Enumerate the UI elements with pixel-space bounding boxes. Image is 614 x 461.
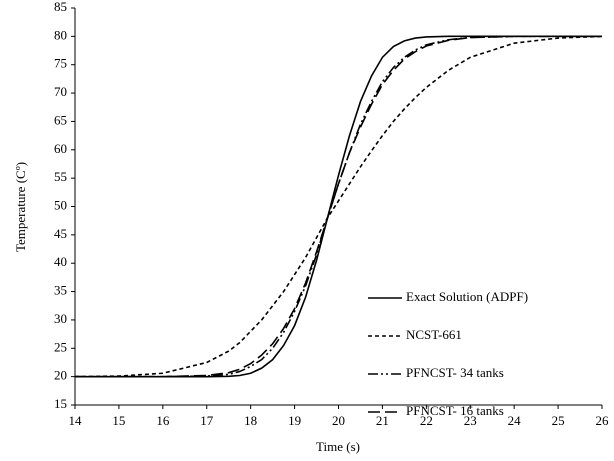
x-tick-label: 16	[156, 413, 170, 428]
legend-label: PFNCST- 34 tanks	[406, 365, 504, 380]
x-tick-label: 14	[69, 413, 83, 428]
series-line	[75, 35, 602, 378]
y-tick-label: 15	[54, 396, 67, 411]
y-tick-label: 60	[54, 141, 67, 156]
x-tick-label: 18	[244, 413, 257, 428]
legend-label: PFNCST- 16 tanks	[406, 403, 504, 418]
x-tick-label: 20	[332, 413, 345, 428]
y-tick-label: 20	[54, 368, 67, 383]
y-tick-label: 75	[54, 56, 67, 71]
x-tick-label: 17	[200, 413, 214, 428]
y-tick-label: 85	[54, 0, 67, 14]
y-tick-label: 80	[54, 27, 67, 42]
series-line	[74, 35, 603, 378]
x-tick-label: 21	[376, 413, 389, 428]
y-tick-label: 30	[54, 311, 67, 326]
x-tick-label: 19	[288, 413, 301, 428]
x-tick-label: 25	[552, 413, 565, 428]
x-tick-label: 23	[464, 413, 477, 428]
y-tick-label: 25	[54, 339, 67, 354]
x-axis-label: Time (s)	[316, 439, 360, 454]
series-line	[75, 35, 602, 378]
series-line	[75, 35, 602, 378]
x-tick-label: 22	[420, 413, 433, 428]
y-tick-label: 70	[54, 84, 67, 99]
legend-label: Exact Solution (ADPF)	[406, 289, 528, 304]
y-tick-label: 45	[54, 226, 67, 241]
y-tick-label: 50	[54, 197, 67, 212]
x-tick-label: 15	[112, 413, 125, 428]
y-axis-label: Temperature (Cº)	[13, 162, 28, 252]
legend-label: NCST-661	[406, 327, 462, 342]
x-tick-label: 26	[596, 413, 610, 428]
y-tick-label: 40	[54, 254, 67, 269]
x-tick-label: 24	[508, 413, 522, 428]
y-tick-label: 55	[54, 169, 67, 184]
y-tick-label: 65	[54, 112, 67, 127]
y-tick-label: 35	[54, 283, 67, 298]
